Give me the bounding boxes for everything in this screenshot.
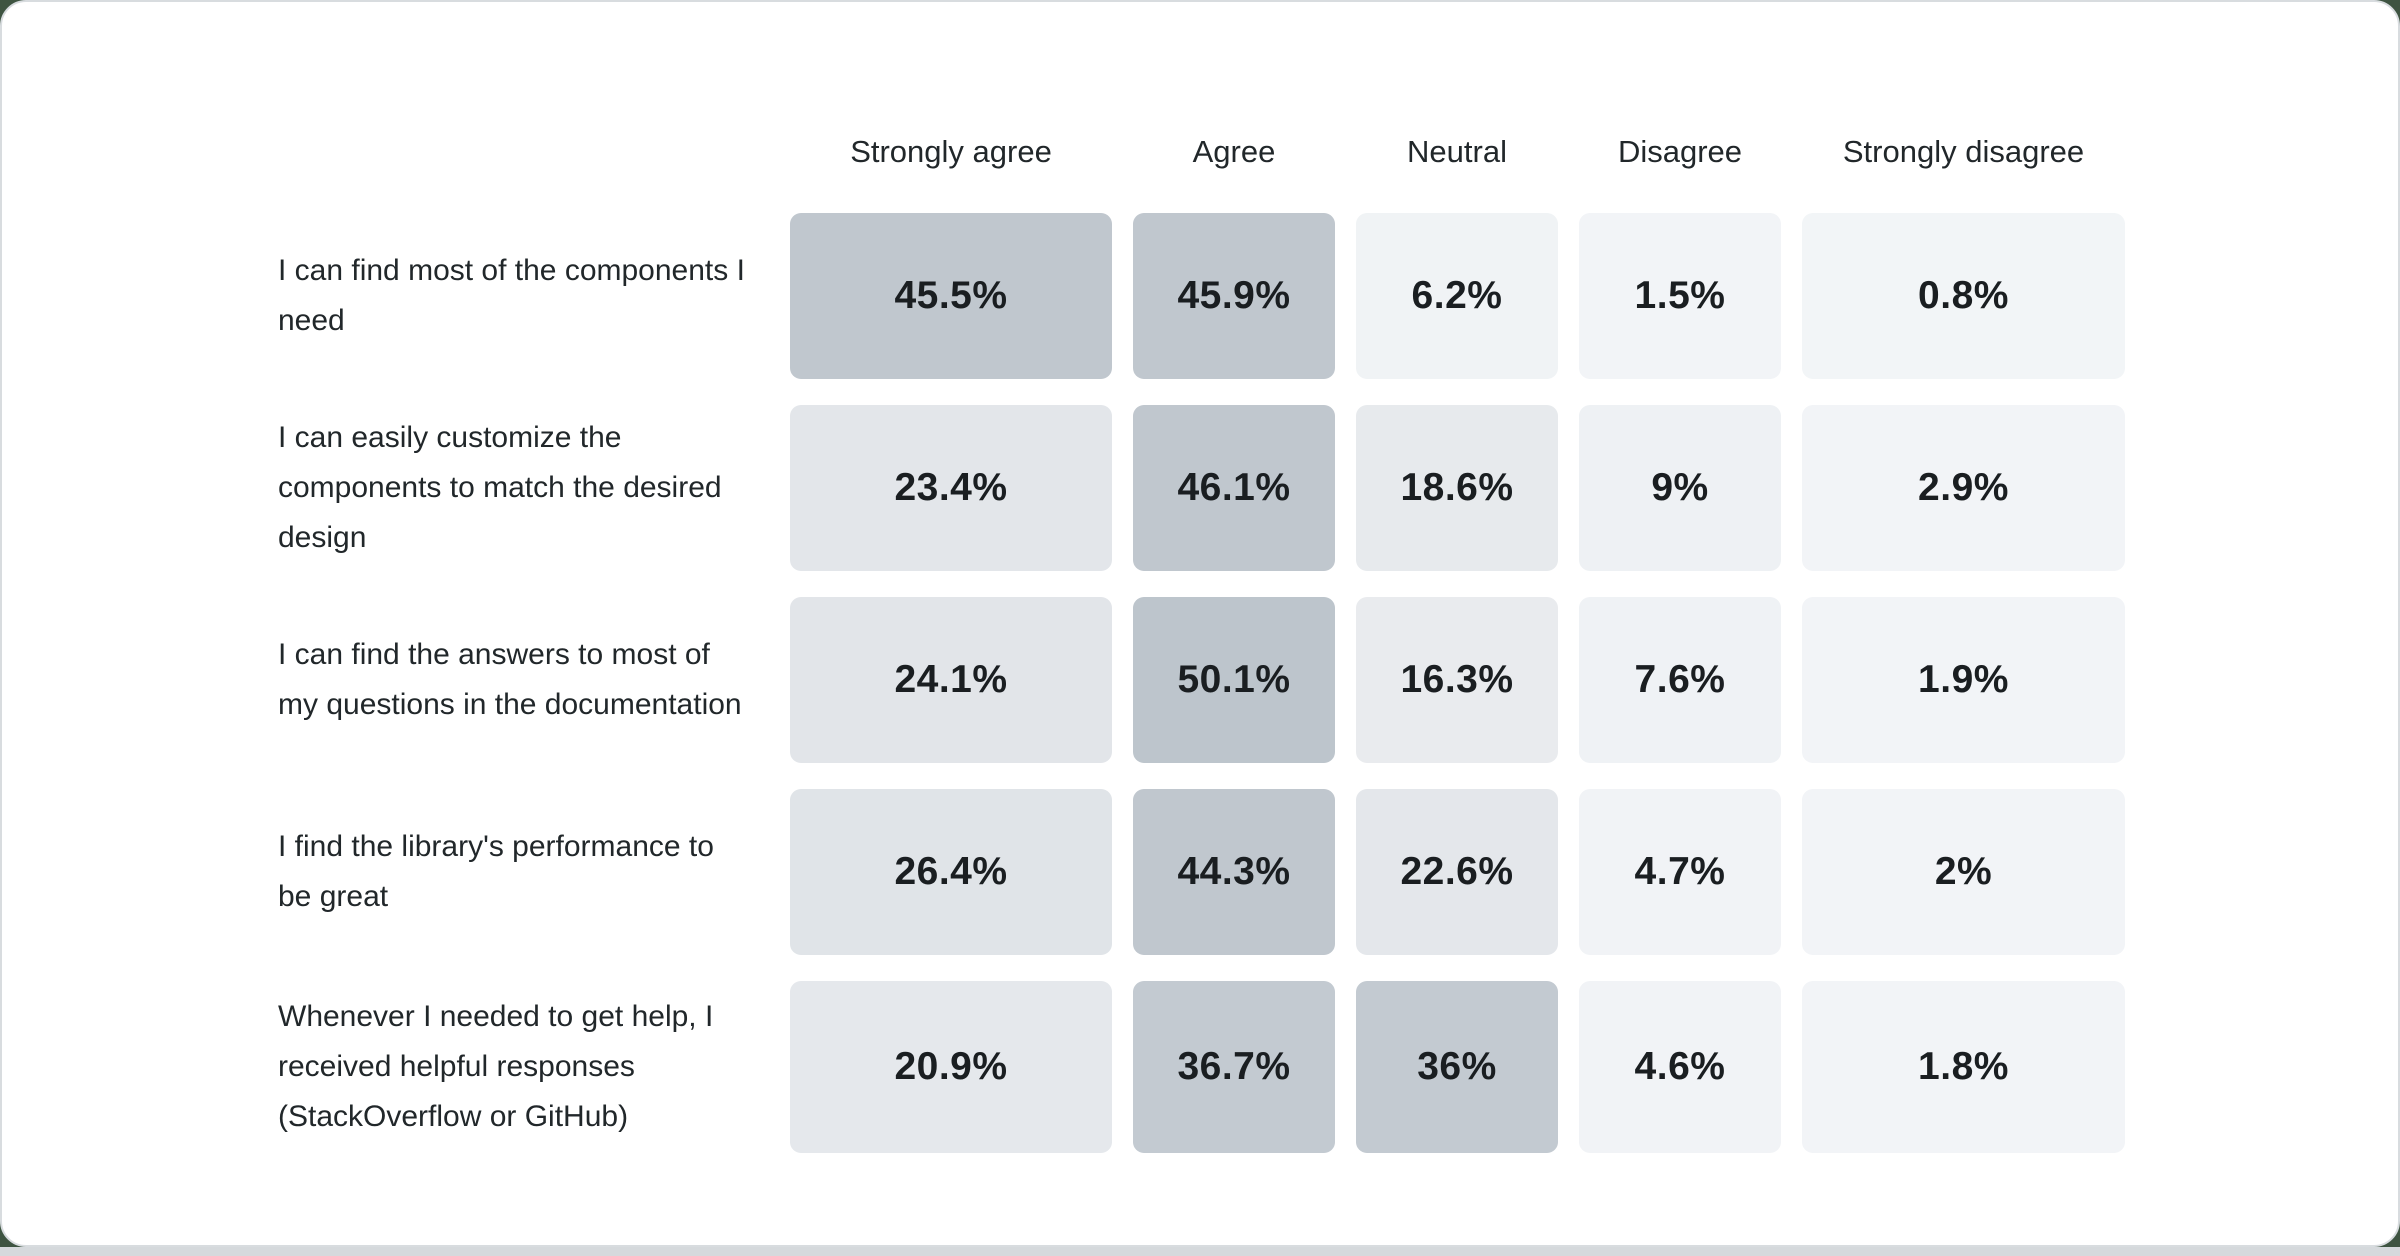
heatmap-cell: 1.8% — [1802, 981, 2125, 1153]
heatmap-cell: 20.9% — [790, 981, 1112, 1153]
likert-column-header: Strongly agree — [850, 134, 1052, 169]
heatmap-cell: 0.8% — [1802, 213, 2125, 379]
survey-question-label: I can easily customize the components to… — [278, 421, 722, 554]
heatmap-cell: 16.3% — [1356, 597, 1558, 763]
heatmap-cell: 50.1% — [1133, 597, 1335, 763]
heatmap-cell: 18.6% — [1356, 405, 1558, 571]
survey-question-label: I find the library's performance to be g… — [278, 830, 714, 913]
heatmap-cell: 24.1% — [790, 597, 1112, 763]
heatmap-cell: 1.5% — [1579, 213, 1781, 379]
likert-column-header: Neutral — [1407, 134, 1507, 169]
heatmap-cell: 45.9% — [1133, 213, 1335, 379]
likert-heatmap-table: Strongly agree Agree Neutral Disagree Strong… — [278, 117, 2125, 1153]
heatmap-cell: 6.2% — [1356, 213, 1558, 379]
heatmap-cell: 45.5% — [790, 213, 1112, 379]
heatmap-cell: 23.4% — [790, 405, 1112, 571]
heatmap-cell: 44.3% — [1133, 789, 1335, 955]
survey-question-label: I can find most of the components I need — [278, 254, 745, 337]
likert-column-header: Disagree — [1617, 134, 1743, 169]
heatmap-cell: 22.6% — [1356, 789, 1558, 955]
heatmap-cell: 4.6% — [1579, 981, 1781, 1153]
heatmap-cell: 2% — [1802, 789, 2125, 955]
likert-column-header: Strongly disagree — [1842, 134, 2085, 169]
likert-column-header: Agree — [1192, 134, 1276, 169]
heatmap-cell: 7.6% — [1579, 597, 1781, 763]
heatmap-cell: 9% — [1579, 405, 1781, 571]
bottom-page-divider — [0, 1247, 2400, 1256]
heatmap-cell: 46.1% — [1133, 405, 1335, 571]
corner-spacer — [278, 117, 769, 187]
heatmap-cell: 2.9% — [1802, 405, 2125, 571]
survey-question-label: Whenever I needed to get help, I receive… — [278, 1000, 714, 1133]
heatmap-cell: 4.7% — [1579, 789, 1781, 955]
heatmap-cell: 26.4% — [790, 789, 1112, 955]
survey-question-label: I can find the answers to most of my que… — [278, 638, 742, 721]
heatmap-cell: 36% — [1356, 981, 1558, 1153]
heatmap-cell: 36.7% — [1133, 981, 1335, 1153]
heatmap-cell: 1.9% — [1802, 597, 2125, 763]
